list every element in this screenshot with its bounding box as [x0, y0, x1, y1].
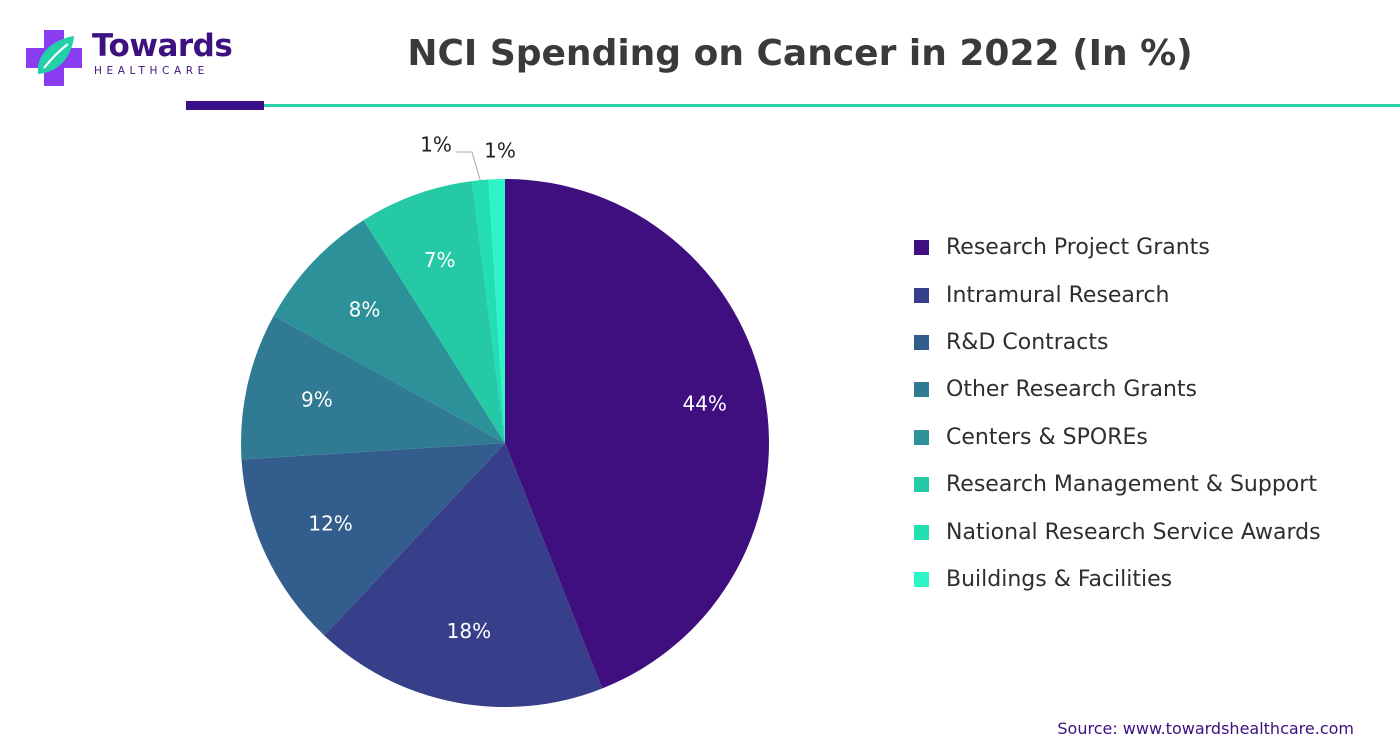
leader-line-7	[456, 151, 481, 181]
pie-slice-5	[273, 220, 505, 443]
legend-swatch	[914, 382, 929, 398]
legend-item-8: Buildings & Facilities	[914, 556, 1321, 603]
pie-slice-2	[324, 443, 603, 707]
legend-label: Research Management & Support	[946, 472, 1317, 498]
logo-cross-icon	[26, 30, 82, 86]
slice-label-2: 18%	[447, 619, 491, 643]
legend-item-1: Research Project Grants	[914, 224, 1321, 271]
legend-swatch	[914, 334, 929, 350]
legend-swatch	[914, 524, 929, 540]
logo-tagline: HEALTHCARE	[94, 65, 209, 77]
legend-swatch	[914, 240, 929, 256]
legend-item-6: Research Management & Support	[914, 461, 1321, 508]
legend-label: R&D Contracts	[946, 329, 1109, 355]
legend-swatch	[914, 287, 929, 303]
legend-item-5: Centers & SPOREs	[914, 414, 1321, 461]
slice-label-8: 1%	[484, 139, 516, 163]
pie-slice-7	[471, 179, 505, 443]
slice-label-5: 8%	[349, 298, 381, 322]
pie-slice-3	[241, 443, 505, 636]
legend-item-7: National Research Service Awards	[914, 508, 1321, 555]
pie-slice-8	[488, 179, 505, 443]
legend-swatch	[914, 571, 929, 587]
slice-label-1: 44%	[682, 391, 726, 415]
legend-label: National Research Service Awards	[946, 519, 1321, 545]
slice-label-3: 12%	[308, 512, 352, 536]
legend-item-3: R&D Contracts	[914, 319, 1321, 366]
legend-item-4: Other Research Grants	[914, 366, 1321, 413]
legend-swatch	[914, 429, 929, 445]
legend-swatch	[914, 477, 929, 493]
header-rule-line	[264, 104, 1400, 107]
legend-label: Buildings & Facilities	[946, 566, 1173, 592]
legend-label: Research Project Grants	[946, 235, 1210, 261]
legend-label: Intramural Research	[946, 282, 1170, 308]
slice-label-7: 1%	[420, 133, 452, 157]
pie-slice-6	[363, 181, 505, 443]
chart-legend: Research Project Grants Intramural Resear…	[914, 224, 1321, 603]
pie-slice-1	[505, 179, 769, 689]
legend-item-2: Intramural Research	[914, 271, 1321, 318]
source-note: Source: www.towardshealthcare.com	[1057, 719, 1354, 738]
legend-label: Other Research Grants	[946, 377, 1197, 403]
legend-label: Centers & SPOREs	[946, 424, 1148, 450]
logo-wordmark: Towards	[92, 28, 233, 64]
pie-slice-4	[240, 315, 506, 460]
slice-label-4: 9%	[301, 388, 333, 412]
brand-logo: Towards HEALTHCARE	[22, 24, 242, 90]
header-rule-accent	[186, 101, 264, 110]
chart-title: NCI Spending on Cancer in 2022 (In %)	[407, 33, 1193, 74]
slice-label-6: 7%	[424, 248, 456, 272]
